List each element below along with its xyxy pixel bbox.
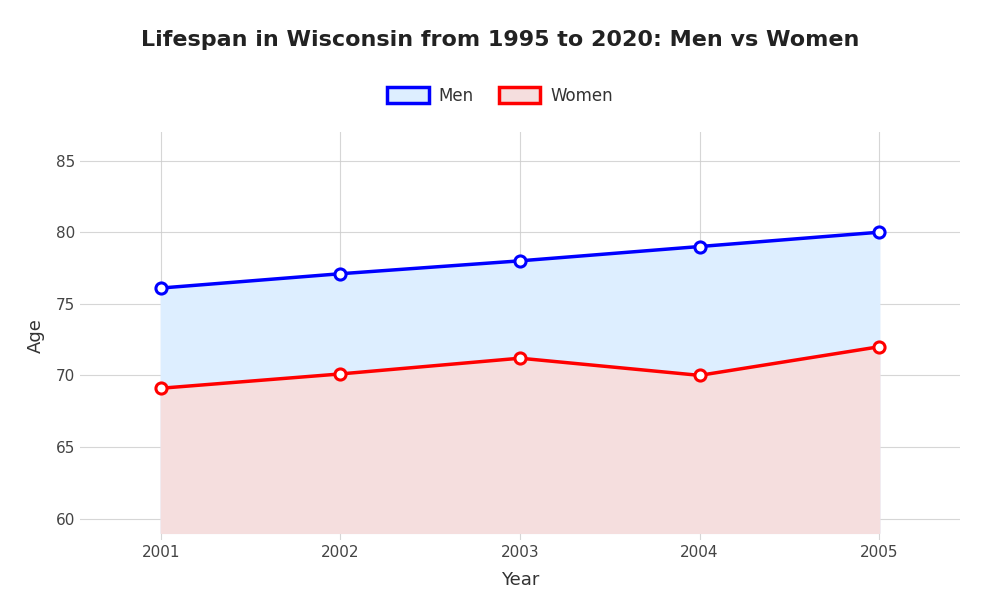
X-axis label: Year: Year <box>501 571 539 589</box>
Y-axis label: Age: Age <box>27 319 45 353</box>
Legend: Men, Women: Men, Women <box>380 80 620 112</box>
Text: Lifespan in Wisconsin from 1995 to 2020: Men vs Women: Lifespan in Wisconsin from 1995 to 2020:… <box>141 30 859 50</box>
